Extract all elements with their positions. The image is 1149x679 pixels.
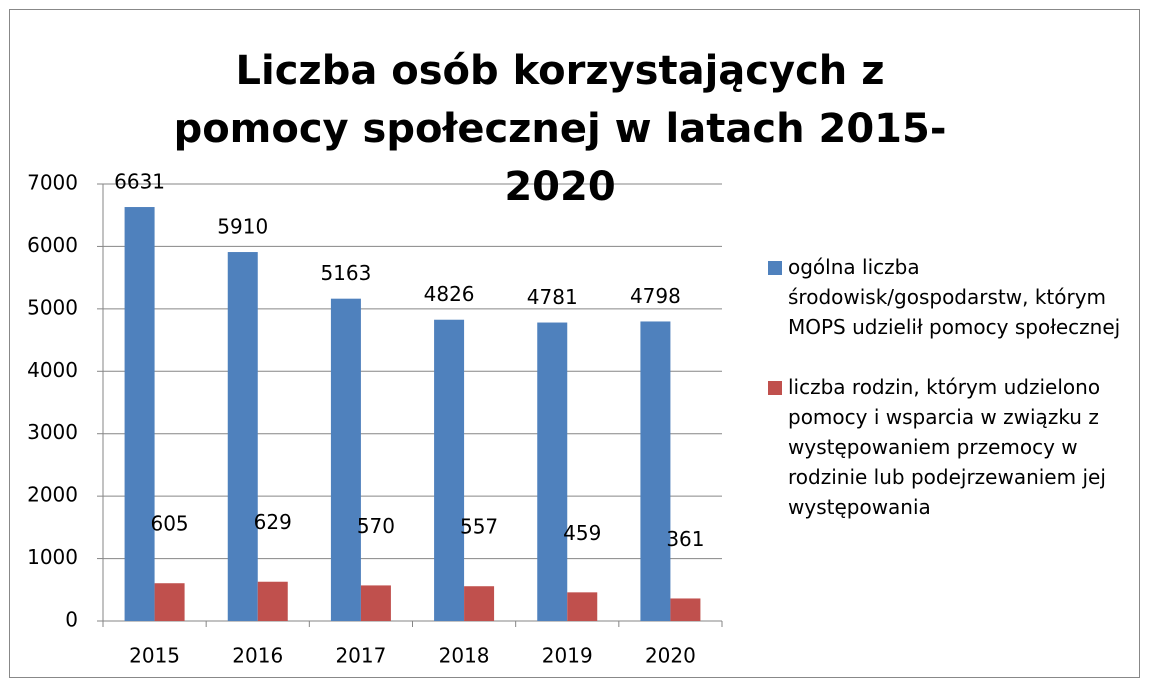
data-label: 4798: [630, 284, 681, 308]
data-label: 459: [563, 521, 601, 545]
y-tick-label: 0: [65, 608, 78, 632]
y-tick-label: 6000: [27, 233, 78, 257]
data-label: 605: [150, 512, 188, 536]
x-tick-label: 2017: [335, 644, 386, 668]
bar: [670, 598, 701, 621]
legend-swatch: [768, 381, 782, 395]
data-label: 629: [254, 510, 292, 534]
y-tick-label: 2000: [27, 483, 78, 507]
legend-swatch: [768, 261, 782, 275]
y-tick-label: 1000: [27, 545, 78, 569]
x-tick-label: 2020: [645, 644, 696, 668]
bar: [464, 586, 495, 621]
bar: [330, 298, 361, 621]
y-tick-label: 5000: [27, 295, 78, 319]
bar: [154, 583, 185, 621]
bar: [567, 592, 598, 621]
y-tick-label: 4000: [27, 358, 78, 382]
x-tick-label: 2019: [542, 644, 593, 668]
bar: [227, 252, 258, 621]
bar: [640, 321, 671, 621]
bar: [257, 581, 288, 621]
data-label: 557: [460, 515, 498, 539]
y-tick-label: 3000: [27, 420, 78, 444]
data-label: 5163: [320, 261, 371, 285]
bar: [434, 319, 465, 621]
data-label: 6631: [114, 170, 165, 194]
legend-item: ogólna liczba środowisk/gospodarstw, któ…: [768, 252, 1148, 342]
x-tick-label: 2016: [232, 644, 283, 668]
x-tick-label: 2015: [129, 644, 180, 668]
data-label: 4826: [424, 282, 475, 306]
legend-label: liczba rodzin, którym udzielono pomocy i…: [788, 375, 1106, 519]
bar: [360, 585, 391, 621]
chart-title: Liczba osób korzystających z pomocy społ…: [173, 48, 947, 210]
x-tick-label: 2018: [439, 644, 490, 668]
bar: [124, 207, 155, 622]
frame: [9, 9, 1140, 678]
y-tick-label: 7000: [27, 171, 78, 195]
legend-label: ogólna liczba środowisk/gospodarstw, któ…: [788, 255, 1121, 339]
data-label: 5910: [217, 215, 268, 239]
bar: [537, 322, 568, 621]
legend-item: liczba rodzin, którym udzielono pomocy i…: [768, 372, 1148, 522]
legend: ogólna liczba środowisk/gospodarstw, któ…: [768, 252, 1148, 552]
data-label: 361: [666, 527, 704, 551]
data-label: 4781: [527, 285, 578, 309]
data-label: 570: [357, 514, 395, 538]
